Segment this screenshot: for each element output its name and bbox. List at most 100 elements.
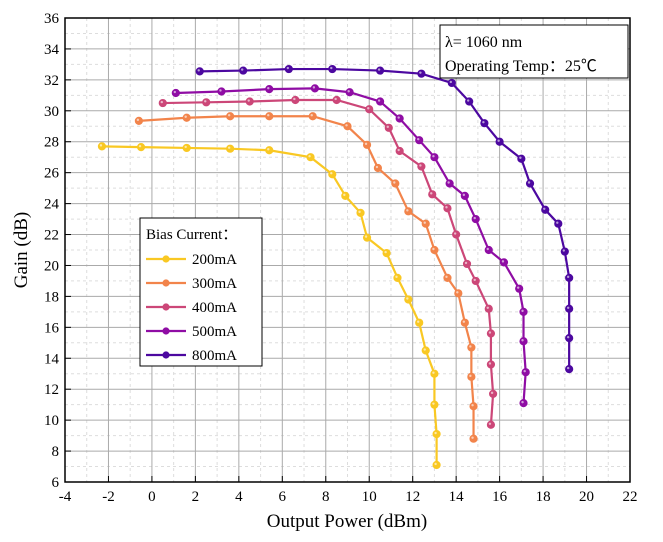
legend-label: 300mA xyxy=(192,276,237,292)
data-point-highlight xyxy=(358,210,361,214)
data-point xyxy=(341,191,350,200)
data-point-highlight xyxy=(556,221,559,224)
data-point xyxy=(265,146,274,155)
data-point xyxy=(519,399,528,408)
y-tick-label: 26 xyxy=(44,166,60,182)
data-point xyxy=(310,84,320,93)
plot-frame xyxy=(64,17,631,483)
data-point-highlight xyxy=(473,278,476,282)
data-point-highlight xyxy=(488,331,492,334)
data-point xyxy=(469,402,478,411)
data-point xyxy=(328,170,337,179)
data-point-highlight xyxy=(521,400,524,404)
data-point xyxy=(291,95,300,105)
data-point xyxy=(488,389,498,398)
data-point-highlight xyxy=(310,114,313,117)
data-point xyxy=(519,307,528,316)
data-point xyxy=(430,369,439,378)
data-point-highlight xyxy=(419,71,422,74)
legend: Bias Current： 200mA 300mA 400mA 500mA 800mA xyxy=(139,217,263,367)
data-point xyxy=(97,142,107,151)
series-400mA xyxy=(158,95,498,429)
data-point-highlight xyxy=(184,145,187,149)
x-tick-label: 2 xyxy=(192,489,200,505)
data-point-highlight xyxy=(566,335,570,339)
x-tick-label: 12 xyxy=(405,489,420,505)
data-point-highlight xyxy=(375,165,379,169)
data-point-highlight xyxy=(417,137,420,141)
data-point-highlight xyxy=(462,193,466,197)
data-point xyxy=(541,205,550,214)
data-point-highlight xyxy=(471,436,474,439)
data-point xyxy=(447,78,456,88)
data-point xyxy=(467,343,476,352)
data-point xyxy=(195,67,204,76)
data-point-highlight xyxy=(432,155,435,158)
data-point xyxy=(443,204,452,213)
data-point-highlight xyxy=(406,297,409,300)
data-point xyxy=(486,360,496,369)
x-tick-label: 18 xyxy=(536,489,551,505)
data-point xyxy=(306,153,315,162)
series-500mA xyxy=(171,84,530,408)
data-point xyxy=(404,207,413,216)
data-point xyxy=(265,85,274,94)
x-tick-label: 22 xyxy=(623,489,638,505)
data-point xyxy=(565,364,574,374)
data-point-highlight xyxy=(330,66,333,70)
data-point-highlight xyxy=(432,402,435,405)
legend-item: 200mA xyxy=(146,252,237,268)
x-axis-label: Output Power (dBm) xyxy=(267,511,427,532)
legend-label: 500mA xyxy=(192,324,237,340)
data-point-highlight xyxy=(136,118,140,122)
data-point xyxy=(136,143,146,152)
data-point xyxy=(308,112,317,121)
data-point-highlight xyxy=(219,89,222,92)
data-point xyxy=(462,259,472,269)
legend-label: 400mA xyxy=(192,300,237,316)
data-point-highlight xyxy=(347,90,350,93)
data-point xyxy=(391,179,400,188)
data-point-highlight xyxy=(566,306,570,309)
y-tick-label: 28 xyxy=(44,135,59,151)
data-point-highlight xyxy=(364,235,368,238)
data-point-highlight xyxy=(240,68,244,71)
data-point-highlight xyxy=(267,148,270,151)
data-point xyxy=(421,219,430,228)
data-point-highlight xyxy=(393,181,396,184)
series-200mA xyxy=(97,142,441,470)
data-point xyxy=(202,98,211,107)
y-tick-label: 32 xyxy=(44,73,59,89)
data-point-highlight xyxy=(473,216,476,220)
data-point-highlight xyxy=(445,275,448,279)
data-point xyxy=(517,154,526,163)
data-point xyxy=(415,318,424,327)
series-800mA xyxy=(195,64,574,374)
data-point-highlight xyxy=(543,207,546,210)
data-point-highlight xyxy=(227,114,231,117)
data-point xyxy=(430,153,439,162)
data-point xyxy=(382,248,391,258)
data-point xyxy=(445,179,454,188)
data-point-highlight xyxy=(293,97,296,101)
data-point xyxy=(373,163,383,173)
data-point xyxy=(395,146,404,156)
data-point xyxy=(217,87,226,96)
data-point-highlight xyxy=(519,156,522,159)
data-point xyxy=(554,219,563,228)
axis-ticks: -4 -2 0 2 4 6 8 10 12 14 16 18 20 2268101214161820222… xyxy=(44,11,638,505)
data-point xyxy=(471,276,480,286)
data-point-highlight xyxy=(523,369,526,373)
data-point xyxy=(245,97,254,106)
data-point xyxy=(565,304,574,313)
data-point-highlight xyxy=(345,124,348,127)
annotation-box: λ= 1060 nm Operating Temp：25℃ xyxy=(439,24,629,79)
data-point xyxy=(471,214,480,224)
data-point xyxy=(362,233,372,242)
data-point-highlight xyxy=(308,155,311,158)
data-point-highlight xyxy=(330,172,333,175)
data-point-highlight xyxy=(566,275,570,279)
temperature-annotation: Operating Temp：25℃ xyxy=(445,58,597,75)
data-point xyxy=(384,123,393,132)
